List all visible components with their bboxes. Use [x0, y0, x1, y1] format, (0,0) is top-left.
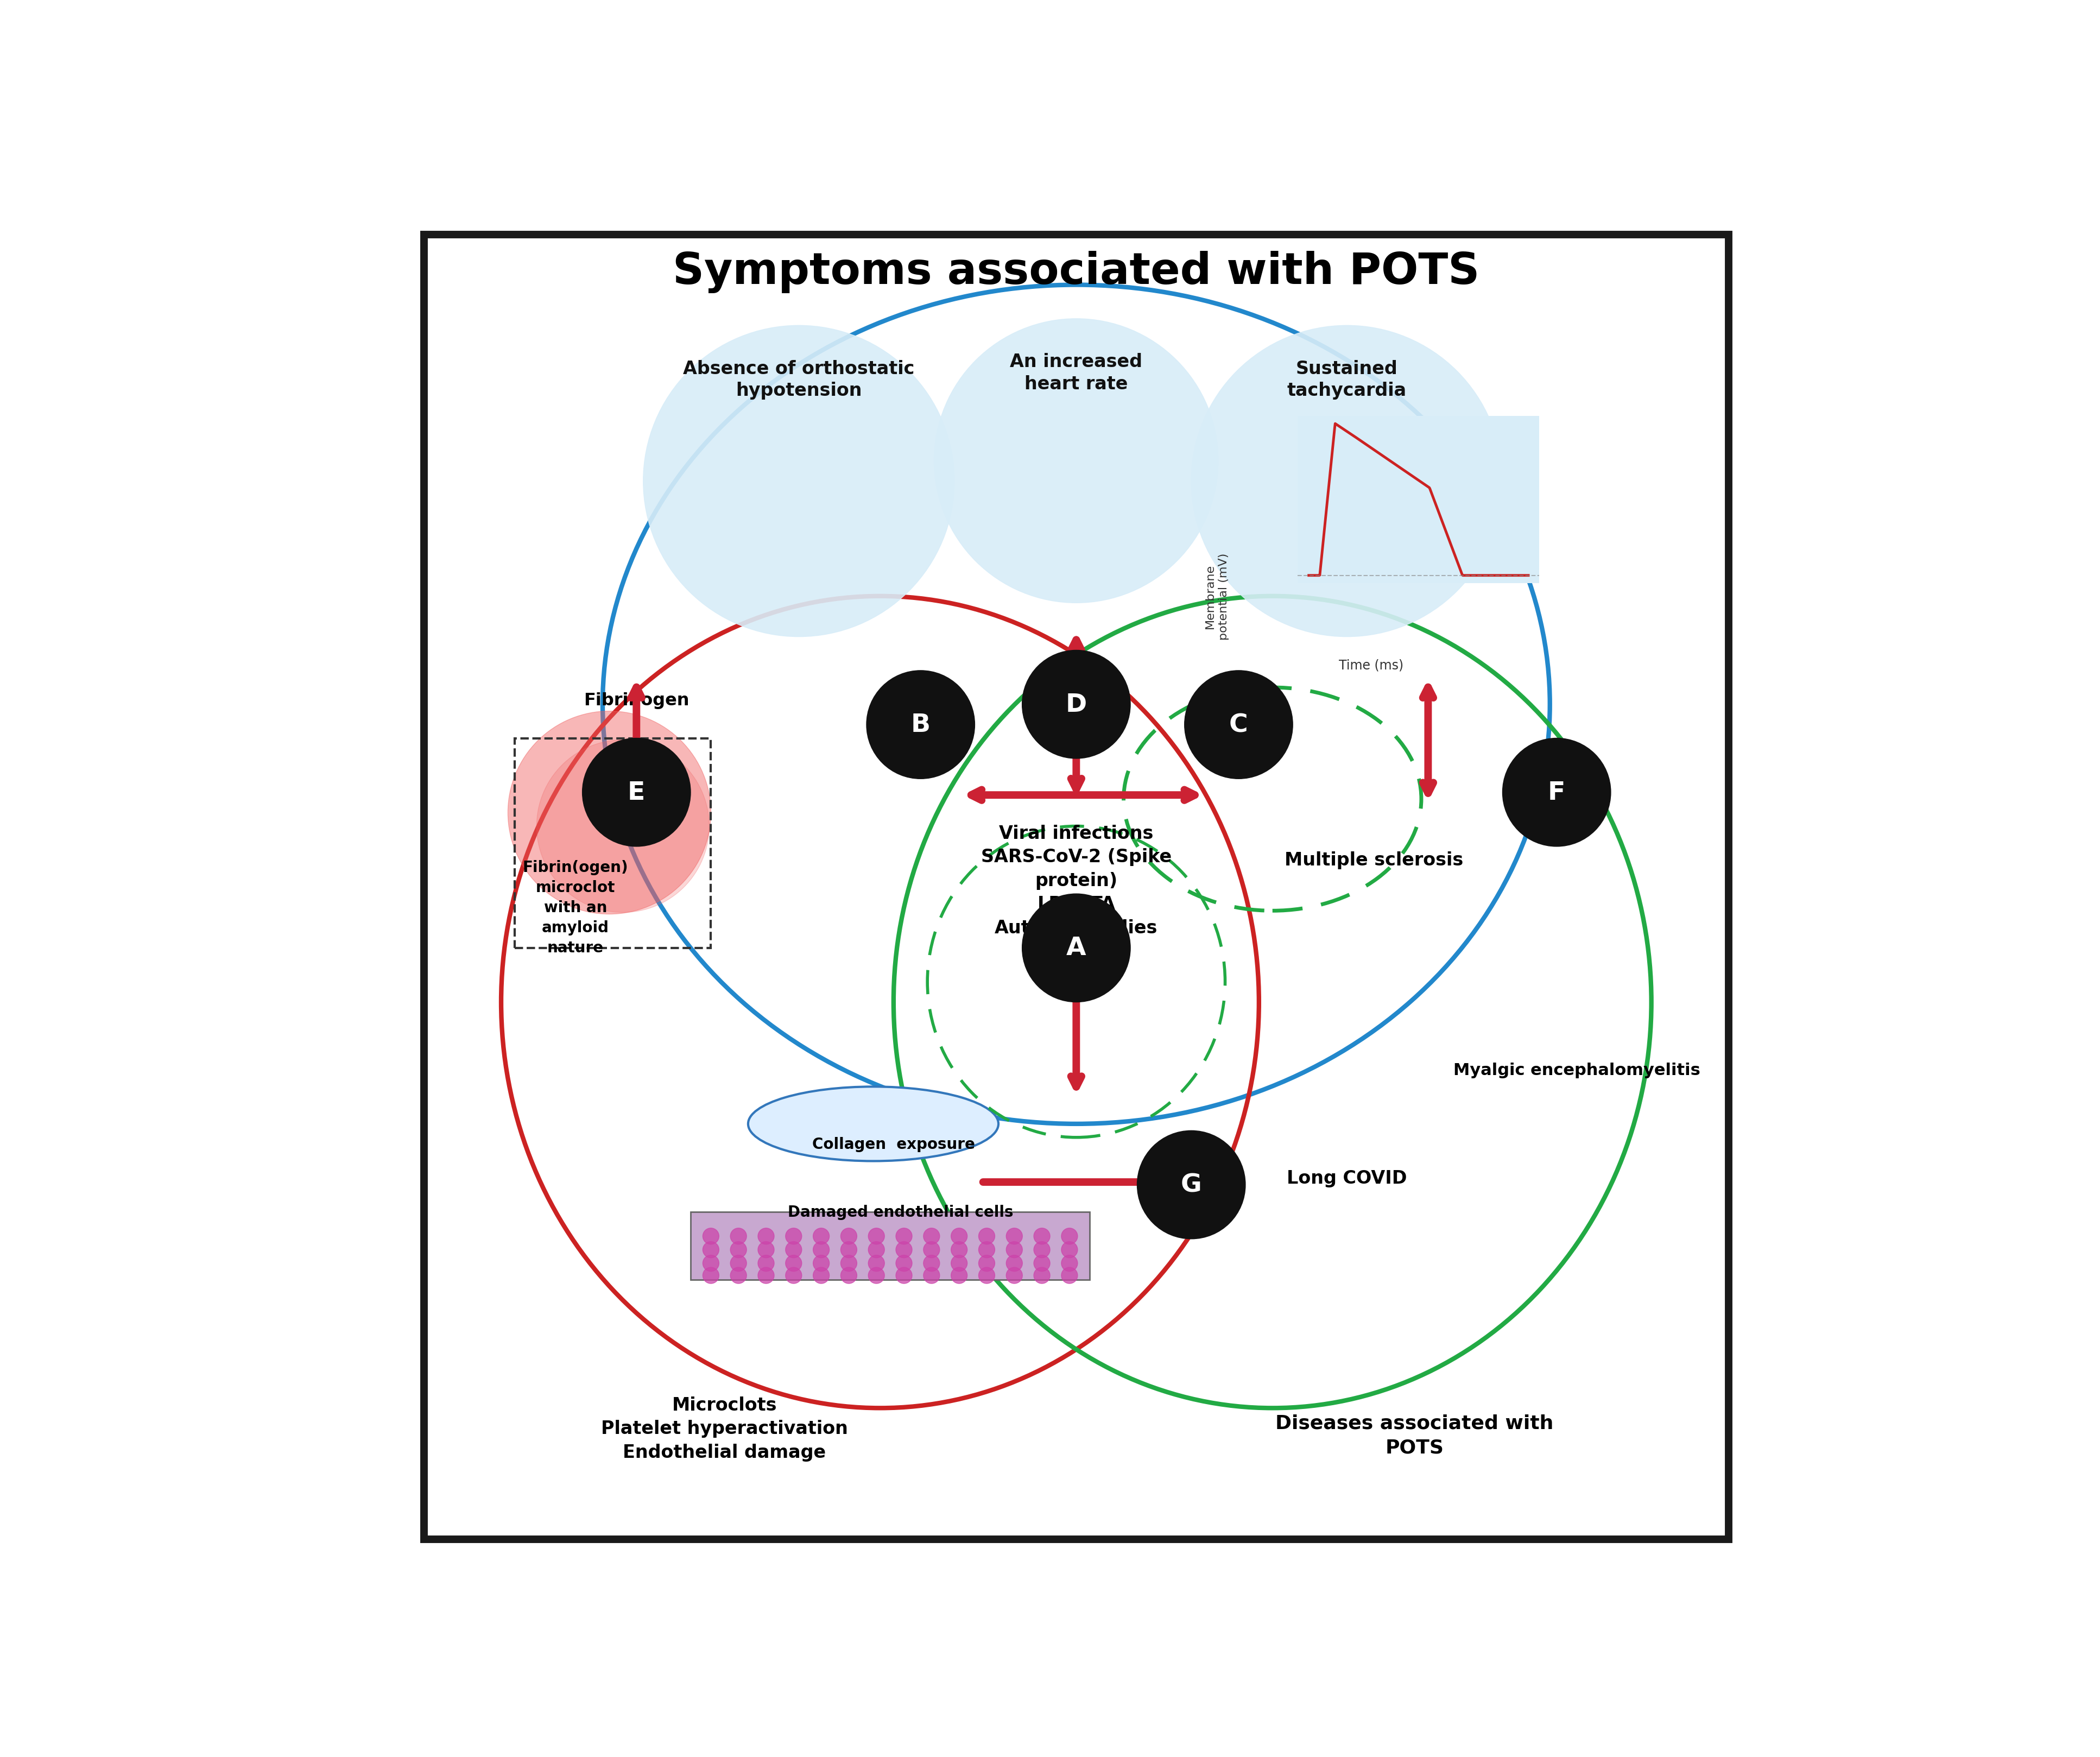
Text: C: C — [1228, 713, 1247, 738]
FancyBboxPatch shape — [691, 1212, 1090, 1279]
Circle shape — [582, 738, 691, 847]
Circle shape — [867, 1228, 884, 1244]
Circle shape — [731, 1228, 748, 1244]
Circle shape — [1060, 1242, 1077, 1258]
Circle shape — [758, 1242, 775, 1258]
Text: Absence of orthostatic
hypotension: Absence of orthostatic hypotension — [682, 360, 916, 399]
Circle shape — [731, 1267, 748, 1284]
Circle shape — [979, 1228, 995, 1244]
Circle shape — [840, 1242, 857, 1258]
Circle shape — [840, 1228, 857, 1244]
Circle shape — [951, 1242, 968, 1258]
Text: Multiple sclerosis: Multiple sclerosis — [1285, 852, 1464, 870]
Text: D: D — [1065, 692, 1088, 717]
Circle shape — [1501, 738, 1611, 847]
Circle shape — [979, 1267, 995, 1284]
Circle shape — [508, 712, 712, 914]
Circle shape — [867, 1254, 884, 1272]
Circle shape — [1060, 1254, 1077, 1272]
Circle shape — [1023, 894, 1130, 1001]
Circle shape — [731, 1242, 748, 1258]
Circle shape — [758, 1267, 775, 1284]
Circle shape — [897, 1242, 911, 1258]
Ellipse shape — [748, 1088, 997, 1161]
Circle shape — [951, 1267, 968, 1284]
Circle shape — [951, 1254, 968, 1272]
Circle shape — [1033, 1228, 1050, 1244]
Text: Damaged endothelial cells: Damaged endothelial cells — [787, 1204, 1012, 1219]
Text: Fibrin(ogen)
microclot
with an
amyloid
nature: Fibrin(ogen) microclot with an amyloid n… — [523, 859, 628, 956]
Text: A: A — [1067, 936, 1086, 961]
Circle shape — [785, 1254, 802, 1272]
Text: Symptoms associated with POTS: Symptoms associated with POTS — [672, 251, 1480, 293]
Circle shape — [758, 1228, 775, 1244]
Circle shape — [867, 671, 974, 778]
Circle shape — [1006, 1267, 1023, 1284]
Circle shape — [731, 1254, 748, 1272]
Circle shape — [1033, 1242, 1050, 1258]
Circle shape — [1006, 1228, 1023, 1244]
Text: F: F — [1548, 780, 1564, 805]
Circle shape — [1136, 1132, 1245, 1239]
Circle shape — [924, 1228, 939, 1244]
Circle shape — [924, 1242, 939, 1258]
Circle shape — [1033, 1267, 1050, 1284]
Text: Viral infections
SARS-CoV-2 (Spike
protein)
LPS/LTA
Auto-antibodies: Viral infections SARS-CoV-2 (Spike prote… — [981, 824, 1172, 936]
Circle shape — [703, 1242, 718, 1258]
Text: Microclots
Platelet hyperactivation
Endothelial damage: Microclots Platelet hyperactivation Endo… — [601, 1395, 848, 1462]
Text: Cardiac Action
Potential: Cardiac Action Potential — [1319, 476, 1418, 506]
Circle shape — [703, 1267, 718, 1284]
Circle shape — [813, 1228, 829, 1244]
Text: Sustained
tachycardia: Sustained tachycardia — [1287, 360, 1407, 399]
Text: Diseases associated with
POTS: Diseases associated with POTS — [1275, 1414, 1554, 1457]
Circle shape — [897, 1228, 911, 1244]
Circle shape — [703, 1228, 718, 1244]
Circle shape — [813, 1242, 829, 1258]
Circle shape — [1033, 1254, 1050, 1272]
Text: B: B — [911, 713, 930, 738]
Circle shape — [951, 1228, 968, 1244]
Circle shape — [813, 1267, 829, 1284]
Circle shape — [897, 1267, 911, 1284]
Circle shape — [979, 1254, 995, 1272]
Circle shape — [934, 320, 1218, 603]
Circle shape — [1184, 671, 1294, 778]
Text: G: G — [1180, 1172, 1201, 1197]
Text: Membrane
potential (mV): Membrane potential (mV) — [1205, 553, 1228, 640]
Circle shape — [1006, 1254, 1023, 1272]
Text: Fibrinogen: Fibrinogen — [584, 692, 689, 710]
Circle shape — [538, 740, 710, 912]
Circle shape — [785, 1228, 802, 1244]
Text: An increased
heart rate: An increased heart rate — [1010, 353, 1142, 394]
Circle shape — [867, 1267, 884, 1284]
Circle shape — [840, 1254, 857, 1272]
Circle shape — [1060, 1228, 1077, 1244]
Circle shape — [840, 1267, 857, 1284]
Circle shape — [1006, 1242, 1023, 1258]
Circle shape — [979, 1242, 995, 1258]
Text: Collagen  exposure: Collagen exposure — [813, 1137, 974, 1153]
Circle shape — [703, 1254, 718, 1272]
Circle shape — [785, 1267, 802, 1284]
Circle shape — [1191, 325, 1501, 638]
Circle shape — [897, 1254, 911, 1272]
Circle shape — [1060, 1267, 1077, 1284]
Text: Time (ms): Time (ms) — [1340, 659, 1403, 671]
Circle shape — [867, 1242, 884, 1258]
Circle shape — [813, 1254, 829, 1272]
Circle shape — [924, 1254, 939, 1272]
Text: Myalgic encephalomyelitis: Myalgic encephalomyelitis — [1453, 1061, 1701, 1077]
Circle shape — [758, 1254, 775, 1272]
Text: E: E — [628, 780, 645, 805]
Circle shape — [785, 1242, 802, 1258]
Circle shape — [1023, 650, 1130, 759]
Circle shape — [924, 1267, 939, 1284]
Circle shape — [643, 325, 955, 638]
Text: Long COVID: Long COVID — [1287, 1168, 1407, 1188]
